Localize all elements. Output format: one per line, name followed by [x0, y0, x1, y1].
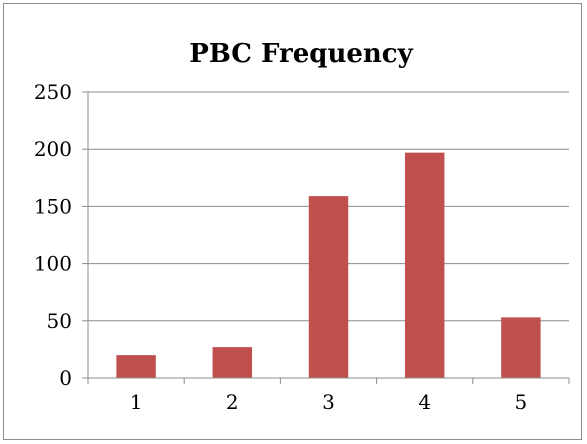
bar-2: [212, 347, 253, 378]
bar-3: [308, 196, 349, 378]
bar-5: [501, 317, 541, 378]
chart-frame: [3, 3, 582, 440]
x-tick-label: 4: [418, 390, 431, 414]
x-tick-label: 1: [130, 390, 143, 414]
bar-1: [116, 355, 156, 378]
x-tick-label: 2: [226, 390, 239, 414]
y-tick-label: 100: [34, 252, 72, 276]
bars-layer: [116, 152, 541, 378]
bar-4: [404, 152, 445, 378]
chart-title: PBC Frequency: [189, 39, 413, 69]
y-tick-label: 250: [34, 80, 72, 104]
x-tick-label: 3: [322, 390, 335, 414]
y-tick-label: 0: [59, 366, 72, 390]
y-tick-label: 200: [34, 137, 72, 161]
x-tick-label: 5: [515, 390, 528, 414]
y-tick-label: 150: [34, 194, 72, 218]
y-tick-label: 50: [47, 309, 72, 333]
axis-layer: [82, 91, 570, 384]
labels-layer: 0 50 100 150 200 250 1 2 3 4 5: [34, 80, 527, 414]
